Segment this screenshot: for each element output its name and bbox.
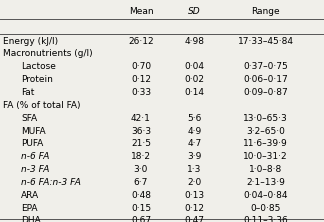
Text: 3·9: 3·9 [187, 152, 202, 161]
Text: 0·04–0·84: 0·04–0·84 [243, 191, 288, 200]
Text: 26·12: 26·12 [128, 37, 154, 46]
Text: EPA: EPA [21, 204, 38, 213]
Text: 4·7: 4·7 [187, 139, 202, 148]
Text: Range: Range [251, 7, 280, 16]
Text: PUFA: PUFA [21, 139, 43, 148]
Text: 0·37–0·75: 0·37–0·75 [243, 62, 288, 71]
Text: Macronutrients (g/l): Macronutrients (g/l) [3, 50, 93, 58]
Text: 1·3: 1·3 [187, 165, 202, 174]
Text: SD: SD [188, 7, 201, 16]
Text: 0·11–3·36: 0·11–3·36 [243, 216, 288, 222]
Text: SFA: SFA [21, 114, 37, 123]
Text: 11·6–39·9: 11·6–39·9 [243, 139, 288, 148]
Text: n-6 FA: n-6 FA [21, 152, 50, 161]
Text: 0·13: 0·13 [184, 191, 204, 200]
Text: 21·5: 21·5 [131, 139, 151, 148]
Text: Lactose: Lactose [21, 62, 56, 71]
Text: 0·14: 0·14 [184, 88, 204, 97]
Text: 0·12: 0·12 [184, 204, 204, 213]
Text: 1·0–8·8: 1·0–8·8 [249, 165, 282, 174]
Text: 0·48: 0·48 [131, 191, 151, 200]
Text: 18·2: 18·2 [131, 152, 151, 161]
Text: n-3 FA: n-3 FA [21, 165, 50, 174]
Text: Mean: Mean [129, 7, 153, 16]
Text: 4·98: 4·98 [184, 37, 204, 46]
Text: n-6 FA:n-3 FA: n-6 FA:n-3 FA [21, 178, 81, 187]
Text: Protein: Protein [21, 75, 53, 84]
Text: 3·0: 3·0 [134, 165, 148, 174]
Text: 0·12: 0·12 [131, 75, 151, 84]
Text: 6·7: 6·7 [134, 178, 148, 187]
Text: 2·0: 2·0 [187, 178, 202, 187]
Text: 0·33: 0·33 [131, 88, 151, 97]
Text: 0·15: 0·15 [131, 204, 151, 213]
Text: DHA: DHA [21, 216, 41, 222]
Text: 0·04: 0·04 [184, 62, 204, 71]
Text: 0·06–0·17: 0·06–0·17 [243, 75, 288, 84]
Text: 36·3: 36·3 [131, 127, 151, 136]
Text: ARA: ARA [21, 191, 39, 200]
Text: Energy (kJ/l): Energy (kJ/l) [3, 37, 58, 46]
Text: 0·67: 0·67 [131, 216, 151, 222]
Text: 0·70: 0·70 [131, 62, 151, 71]
Text: 42·1: 42·1 [131, 114, 151, 123]
Text: FA (% of total FA): FA (% of total FA) [3, 101, 81, 110]
Text: MUFA: MUFA [21, 127, 46, 136]
Text: 13·0–65·3: 13·0–65·3 [243, 114, 288, 123]
Text: 3·2–65·0: 3·2–65·0 [246, 127, 285, 136]
Text: 4·9: 4·9 [187, 127, 202, 136]
Text: 5·6: 5·6 [187, 114, 202, 123]
Text: 0·02: 0·02 [184, 75, 204, 84]
Text: 17·33–45·84: 17·33–45·84 [238, 37, 294, 46]
Text: 0·09–0·87: 0·09–0·87 [243, 88, 288, 97]
Text: Fat: Fat [21, 88, 34, 97]
Text: 10·0–31·2: 10·0–31·2 [243, 152, 288, 161]
Text: 0–0·85: 0–0·85 [250, 204, 281, 213]
Text: 2·1–13·9: 2·1–13·9 [246, 178, 285, 187]
Text: 0·47: 0·47 [184, 216, 204, 222]
